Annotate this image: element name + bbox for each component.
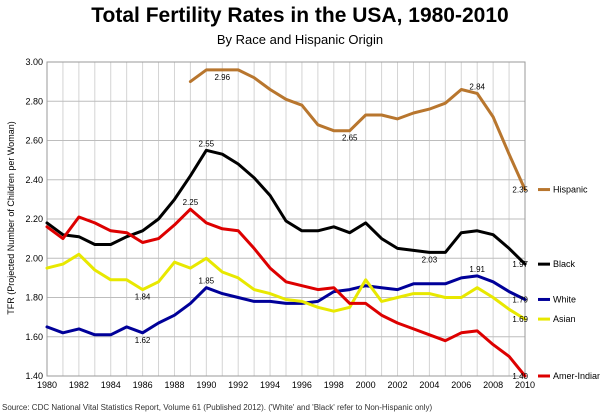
data-label: 1.97	[512, 260, 528, 269]
y-tick-label: 1.40	[25, 371, 43, 381]
data-label: 2.84	[469, 82, 485, 91]
x-tick-label: 2008	[483, 380, 503, 390]
legend-label: Asian	[553, 314, 576, 324]
data-label: 1.79	[512, 295, 528, 304]
y-tick-label: 2.80	[25, 96, 43, 106]
x-tick-label: 2006	[451, 380, 471, 390]
data-label: 1.62	[135, 336, 151, 345]
series-line-black	[45, 148, 527, 266]
data-label: 2.03	[422, 255, 438, 264]
y-tick-label: 1.80	[25, 293, 43, 303]
x-tick-label: 2002	[388, 380, 408, 390]
data-label: 1.84	[135, 293, 151, 302]
data-label: 1.91	[469, 265, 485, 274]
legend: Hispanic Black White Asian Amer-Indian	[538, 185, 600, 381]
data-labels: 2.96 2.65 2.84 2.35 2.55 2.03 1.97 1.62 1.85 1.91…	[135, 73, 529, 381]
data-label: 2.96	[214, 73, 230, 82]
x-tick-label: 2004	[419, 380, 439, 390]
y-tick-label: 2.40	[25, 175, 43, 185]
y-tick-label: 2.20	[25, 214, 43, 224]
series-line-white	[45, 274, 527, 337]
series-line-amer-indian	[45, 207, 527, 378]
chart-subtitle: By Race and Hispanic Origin	[216, 32, 384, 47]
x-tick-label: 1998	[324, 380, 344, 390]
x-tick-label: 1994	[260, 380, 280, 390]
data-label: 2.25	[183, 198, 199, 207]
x-tick-label: 1984	[101, 380, 121, 390]
data-label: 2.55	[199, 139, 215, 148]
x-tick-label: 2010	[515, 380, 535, 390]
x-tick-label: 2000	[356, 380, 376, 390]
x-tick-label: 1990	[196, 380, 216, 390]
x-tick-label: 1986	[133, 380, 153, 390]
legend-label: Hispanic	[553, 185, 588, 195]
chart-title: Total Fertility Rates in the USA, 1980-2…	[91, 4, 509, 27]
axes: 1.40 1.60 1.80 2.00 2.20 2.40 2.60 2.80 3.00 1980…	[25, 57, 535, 390]
y-tick-label: 2.60	[25, 136, 43, 146]
y-tick-label: 2.00	[25, 253, 43, 263]
y-tick-label: 3.00	[25, 57, 43, 67]
x-tick-label: 1992	[228, 380, 248, 390]
data-label: 1.85	[199, 277, 215, 286]
y-tick-label: 1.60	[25, 332, 43, 342]
x-tick-label: 1988	[164, 380, 184, 390]
data-label: 1.40	[512, 372, 528, 381]
x-tick-label: 1982	[69, 380, 89, 390]
x-tick-label: 1980	[37, 380, 57, 390]
source-note: Source: CDC National Vital Statistics Re…	[2, 403, 433, 412]
y-axis-label: TFR (Projected Number of Children per Wo…	[6, 121, 16, 314]
series-lines	[45, 68, 527, 378]
data-label: 1.69	[512, 315, 528, 324]
plot-border	[46, 61, 526, 377]
x-tick-label: 1996	[292, 380, 312, 390]
data-label: 2.35	[512, 186, 528, 195]
data-label: 2.65	[342, 134, 358, 143]
series-line-asian	[45, 252, 527, 321]
legend-label: Black	[553, 259, 576, 269]
legend-label: White	[553, 294, 576, 304]
series-line-hispanic	[188, 68, 527, 192]
legend-label: Amer-Indian	[553, 371, 600, 381]
